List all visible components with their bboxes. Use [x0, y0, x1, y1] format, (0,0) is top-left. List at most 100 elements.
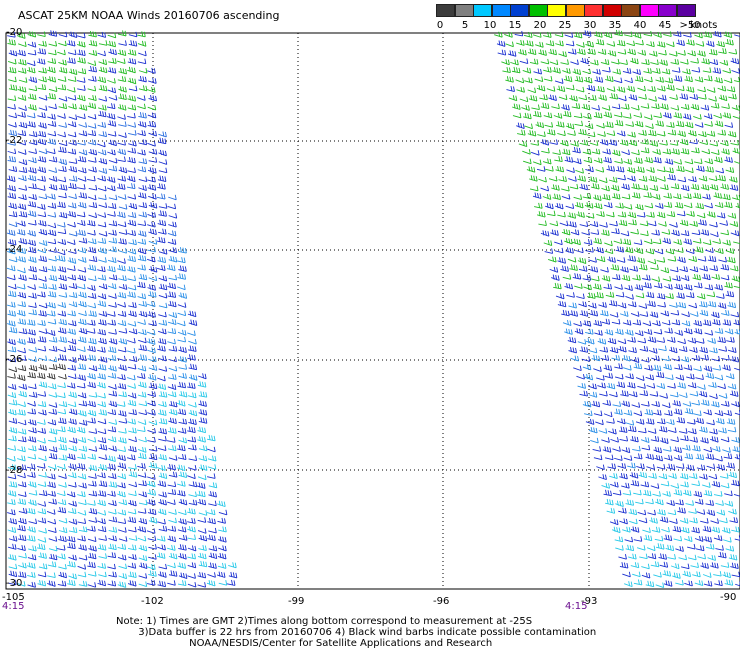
wind-barb	[156, 193, 166, 200]
wind-barb	[68, 518, 78, 525]
wind-barb	[27, 436, 37, 443]
wind-barb	[116, 58, 126, 64]
wind-barb	[612, 274, 621, 281]
wind-barb	[611, 526, 621, 534]
wind-barb	[627, 336, 636, 343]
wind-barb	[567, 336, 577, 344]
wind-barb	[87, 561, 96, 569]
wind-barb	[558, 175, 567, 182]
wind-barb	[87, 60, 97, 67]
wind-barb	[27, 571, 36, 578]
wind-barb	[167, 481, 177, 488]
wind-barb	[511, 66, 521, 74]
wind-barb	[709, 48, 718, 56]
wind-barb	[58, 40, 67, 47]
wind-barb	[612, 401, 622, 407]
wind-barb	[87, 130, 97, 137]
wind-barb	[88, 508, 98, 515]
wind-barb	[37, 211, 47, 218]
wind-barb	[649, 391, 659, 397]
wind-barb	[138, 50, 147, 57]
wind-barb	[677, 256, 686, 264]
wind-barb	[674, 283, 683, 291]
wind-barb	[117, 140, 126, 146]
wind-barb	[28, 183, 37, 190]
wind-barb	[167, 328, 177, 335]
wind-barb	[158, 283, 168, 291]
wind-barb	[685, 500, 694, 506]
wind-barb	[108, 48, 117, 56]
wind-barb	[709, 184, 719, 191]
wind-barb	[540, 139, 550, 146]
wind-barb	[148, 419, 158, 426]
wind-barb	[127, 95, 137, 102]
wind-barb	[37, 220, 47, 227]
wind-barb	[714, 327, 724, 334]
wind-barb	[660, 480, 670, 487]
wind-barb	[651, 193, 661, 200]
wind-barb	[38, 95, 48, 101]
wind-barb	[721, 354, 730, 361]
wind-barb	[717, 85, 727, 92]
wind-barb	[198, 464, 208, 471]
wind-barb	[88, 310, 97, 317]
wind-barb	[636, 545, 646, 551]
wind-barb	[188, 499, 198, 506]
wind-barb	[78, 419, 88, 426]
wind-barb	[677, 382, 686, 389]
wind-barb	[652, 67, 661, 74]
wind-barb	[208, 491, 217, 498]
wind-barb	[58, 401, 68, 408]
wind-barb	[735, 581, 740, 587]
wind-barb	[638, 427, 647, 434]
wind-barb	[678, 554, 687, 561]
wind-barb	[676, 210, 686, 217]
wind-barb	[610, 264, 620, 271]
wind-barb	[47, 238, 57, 245]
wind-barb	[17, 338, 26, 345]
wind-barb	[48, 464, 57, 470]
wind-barb	[709, 347, 718, 354]
wind-barb	[713, 535, 723, 542]
wind-barb	[625, 420, 635, 426]
wind-barb	[188, 374, 198, 381]
wind-barb	[583, 239, 593, 246]
wind-barb	[548, 175, 558, 182]
wind-barb	[167, 291, 177, 298]
wind-barb	[58, 184, 68, 191]
wind-barb	[17, 464, 27, 471]
wind-barb	[643, 192, 652, 199]
wind-barb	[700, 229, 710, 236]
wind-barb	[157, 580, 167, 588]
wind-barb	[68, 182, 77, 190]
wind-barb	[593, 366, 602, 372]
wind-barb	[148, 364, 158, 371]
wind-barb	[606, 418, 615, 424]
wind-barb	[691, 229, 701, 236]
wind-barb	[614, 373, 624, 380]
wind-barb	[38, 409, 47, 416]
wind-barb	[569, 183, 579, 190]
wind-barb	[709, 265, 719, 272]
wind-barb	[98, 131, 108, 138]
wind-barb	[37, 517, 47, 524]
wind-barb	[656, 41, 666, 48]
wind-barb	[622, 526, 631, 533]
wind-barb	[97, 364, 107, 371]
wind-barb	[8, 563, 18, 570]
wind-barb	[68, 193, 77, 200]
wind-barb	[713, 192, 723, 199]
wind-barb	[647, 258, 657, 265]
wind-barb	[525, 40, 534, 47]
wind-barb	[17, 267, 26, 274]
wind-barb	[638, 303, 648, 309]
wind-barb	[692, 273, 701, 281]
wind-barb	[147, 291, 157, 298]
wind-barb	[625, 499, 635, 506]
wind-barb	[734, 329, 740, 335]
wind-barb	[671, 319, 681, 326]
wind-barb	[720, 183, 729, 190]
wind-barb	[582, 30, 592, 37]
wind-barb	[7, 383, 17, 390]
wind-barb	[516, 39, 525, 46]
